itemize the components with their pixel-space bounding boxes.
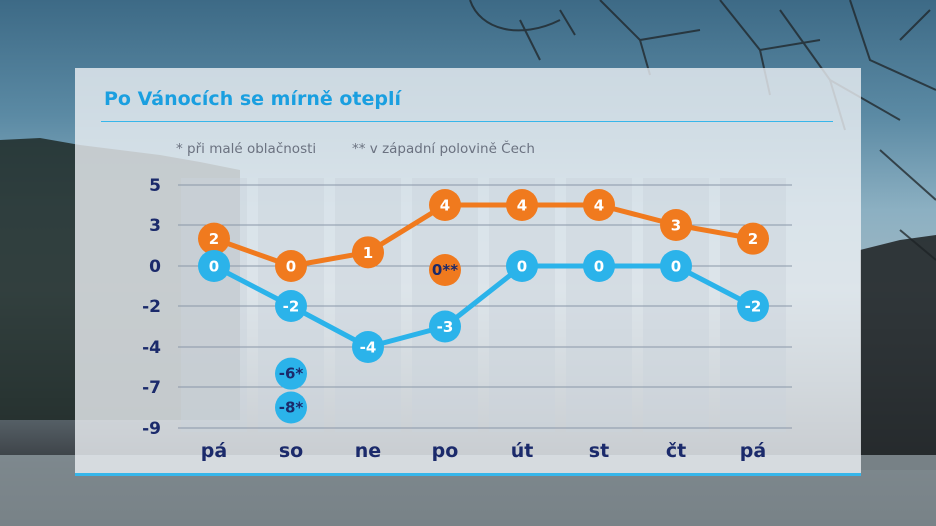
data-point <box>583 189 615 221</box>
data-point <box>737 222 769 255</box>
data-point <box>429 310 461 343</box>
data-label: 1 <box>363 244 373 262</box>
chart-title: Po Vánocích se mírně oteplí <box>104 88 402 110</box>
x-tick-label: ne <box>355 440 381 462</box>
y-tick-label: -9 <box>142 419 161 439</box>
data-label: 2 <box>748 230 758 248</box>
x-tick-label: so <box>279 440 303 462</box>
data-label: -4 <box>360 339 377 357</box>
column-band <box>181 178 247 432</box>
annotation-point <box>275 391 307 424</box>
data-point <box>352 236 384 269</box>
data-label: -2 <box>283 298 300 316</box>
data-label: -3 <box>437 318 454 336</box>
data-point <box>198 222 230 255</box>
data-point <box>429 189 461 221</box>
data-point <box>660 209 692 241</box>
y-tick-label: -2 <box>142 297 161 317</box>
title-divider <box>101 121 833 122</box>
x-tick-label: po <box>432 440 459 462</box>
x-tick-label: čt <box>666 440 686 462</box>
panel-bottom-bar <box>75 473 861 476</box>
legend-note-1-text: při malé oblačnosti <box>187 141 317 157</box>
data-label: 4 <box>594 197 604 215</box>
data-point <box>275 250 307 282</box>
data-label: 0 <box>671 258 681 276</box>
forest-right <box>860 235 936 470</box>
data-point <box>198 250 230 282</box>
annotation-point <box>429 254 461 286</box>
data-label: 4 <box>440 197 450 215</box>
y-tick-label: -7 <box>142 378 161 398</box>
data-point <box>737 290 769 322</box>
annotation-label: -8* <box>279 399 304 417</box>
legend-note-2-text: v západní polovině Čech <box>369 141 535 157</box>
data-point <box>660 250 692 282</box>
column-band <box>335 178 401 432</box>
legend-note-1: * při malé oblačnosti <box>176 141 316 157</box>
data-label: 0 <box>594 258 604 276</box>
asterisk-mark: * <box>176 141 183 157</box>
annotation-point <box>275 357 307 390</box>
y-tick-label: 5 <box>149 176 161 196</box>
x-tick-label: st <box>589 440 609 462</box>
data-label: 4 <box>517 197 527 215</box>
data-point <box>275 290 307 322</box>
data-point <box>506 189 538 221</box>
data-label: 0 <box>517 258 527 276</box>
data-point <box>506 250 538 282</box>
double-asterisk-mark: ** <box>352 141 366 157</box>
legend-note-2: ** v západní polovině Čech <box>352 141 535 157</box>
data-label: -2 <box>745 298 762 316</box>
annotation-label: 0** <box>432 261 458 279</box>
x-tick-label: pá <box>201 440 227 462</box>
data-label: 0 <box>286 258 296 276</box>
data-point <box>352 331 384 363</box>
data-label: 2 <box>209 230 219 248</box>
data-label: 3 <box>671 217 681 235</box>
x-tick-label: út <box>511 440 534 462</box>
x-tick-label: pá <box>740 440 766 462</box>
y-tick-label: -4 <box>142 338 161 358</box>
annotation-label: -6* <box>279 365 304 383</box>
data-point <box>583 250 615 282</box>
y-tick-label: 0 <box>149 257 161 277</box>
y-tick-label: 3 <box>149 216 161 236</box>
data-label: 0 <box>209 258 219 276</box>
